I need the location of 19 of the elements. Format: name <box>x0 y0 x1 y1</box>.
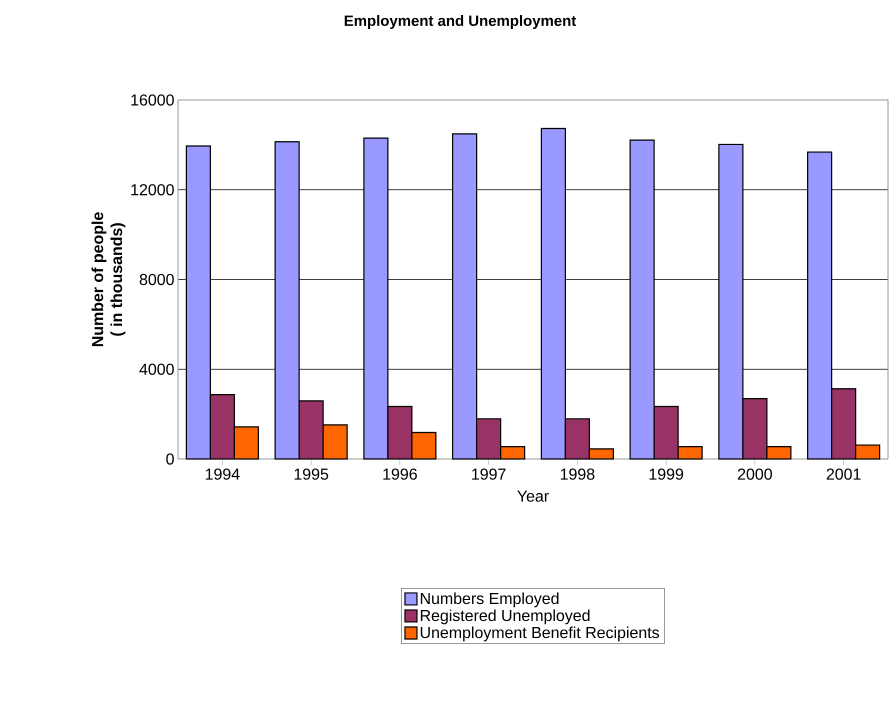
x-axis-title: Year <box>517 490 549 502</box>
legend-label: Numbers Employed <box>420 592 558 608</box>
legend-label: Registered Unemployed <box>420 609 590 624</box>
x-tick-label: 1995 <box>294 468 328 480</box>
x-tick-label: 1997 <box>472 468 506 480</box>
chart-title: Employment and Unemployment <box>344 15 576 29</box>
x-tick-label: 1998 <box>560 468 594 480</box>
x-tick-label: 1996 <box>383 468 417 480</box>
legend-label: Unemployment Benefit Recipients <box>420 626 660 642</box>
y-axis-title: Number of people ( in thousands) <box>92 212 126 346</box>
x-tick-label: 1999 <box>650 468 684 480</box>
y-tick-label: 0 <box>166 453 174 465</box>
y-tick-label: 8000 <box>140 274 174 286</box>
x-tick-label: 2000 <box>738 468 772 480</box>
y-tick-label: 4000 <box>139 364 174 375</box>
x-tick-label: 1994 <box>206 468 240 480</box>
y-tick-label: 16000 <box>131 94 174 106</box>
x-tick-label: 2001 <box>826 468 861 480</box>
y-tick-label: 12000 <box>131 184 174 196</box>
